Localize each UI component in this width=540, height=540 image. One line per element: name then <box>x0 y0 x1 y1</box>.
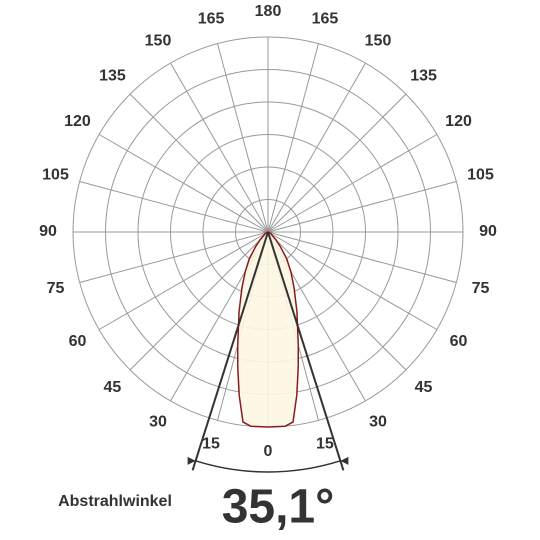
spoke <box>170 62 269 233</box>
spoke <box>98 134 269 233</box>
angle-tick-label: 90 <box>479 223 497 240</box>
angle-tick-label: 45 <box>104 379 122 396</box>
angle-tick-label: 135 <box>99 68 126 85</box>
angle-tick-label: 120 <box>64 113 91 130</box>
spoke <box>98 231 269 330</box>
spoke <box>79 181 269 233</box>
angle-tick-label: 120 <box>445 113 472 130</box>
angle-tick-label: 60 <box>450 333 468 350</box>
angle-tick-label: 135 <box>410 68 437 85</box>
angle-tick-label: 165 <box>198 11 225 28</box>
beam-line <box>267 231 345 471</box>
angle-tick-label: 165 <box>312 11 339 28</box>
angle-tick-label: 105 <box>467 166 494 183</box>
spoke <box>267 43 319 233</box>
beam-label: Abstrahlwinkel <box>58 493 172 510</box>
angle-tick-label: 105 <box>42 166 69 183</box>
spoke <box>267 181 457 233</box>
plot: 0 15 15 30 30 45 45 60 60 75 75 90 90 105 105 120 120 135… <box>39 3 497 473</box>
beam-angle-label: 35,1° <box>222 481 335 534</box>
angle-tick-label: 90 <box>39 223 57 240</box>
angle-tick-label: 75 <box>47 280 65 297</box>
beam-arrow <box>187 456 196 465</box>
angle-tick-label: 30 <box>149 414 167 431</box>
angle-tick-label: 150 <box>365 33 392 50</box>
angle-tick-label: 45 <box>415 379 433 396</box>
beam-arc <box>195 460 341 473</box>
angle-tick-label: 30 <box>369 414 387 431</box>
angle-tick-label: 180 <box>255 3 282 20</box>
spoke <box>267 231 407 371</box>
spoke <box>267 231 438 330</box>
angle-tick-label: 150 <box>145 33 172 50</box>
spoke <box>217 43 269 233</box>
angle-tick-label: 15 <box>316 436 334 453</box>
spoke <box>79 231 269 283</box>
angle-tick-label: 15 <box>202 436 220 453</box>
spoke <box>267 93 407 233</box>
beam-line <box>191 231 269 471</box>
spoke <box>267 231 457 283</box>
angle-tick-label: 0 <box>264 443 273 460</box>
spoke <box>267 62 366 233</box>
intensity-curve <box>236 231 300 428</box>
angle-tick-label: 60 <box>69 333 87 350</box>
beam-arrow <box>340 456 349 465</box>
spoke <box>267 134 438 233</box>
angle-tick-label: 75 <box>472 280 490 297</box>
spoke <box>129 93 269 233</box>
spoke <box>129 231 269 371</box>
